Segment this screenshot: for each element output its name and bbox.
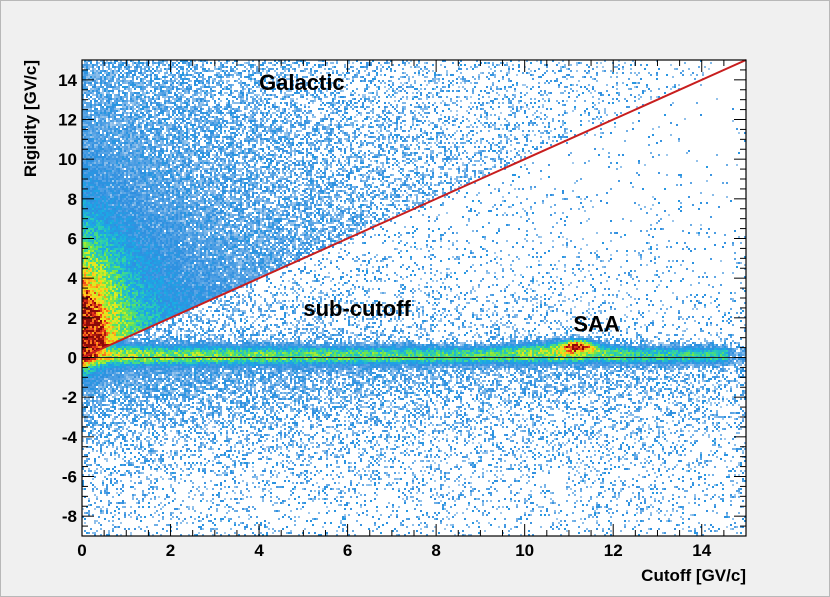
y-tick-label: 6 bbox=[68, 230, 77, 249]
heatmap-density bbox=[82, 60, 746, 536]
y-tick-label: 14 bbox=[58, 71, 77, 90]
cutoff-line bbox=[81, 59, 747, 359]
y-tick-label: -4 bbox=[62, 428, 78, 447]
y-axis: -8 -6 -4 -2 0 2 4 6 8 10 12 14 bbox=[58, 59, 746, 537]
y-tick-label: -2 bbox=[62, 388, 77, 407]
x-tick-label: 2 bbox=[166, 541, 175, 560]
x-tick-label: 12 bbox=[604, 541, 623, 560]
x-tick-label: 14 bbox=[692, 541, 711, 560]
y-tick-label: 0 bbox=[68, 349, 77, 368]
y-tick-label: 4 bbox=[68, 269, 78, 288]
y-tick-label: -8 bbox=[62, 507, 77, 526]
annotation-label: SAA bbox=[573, 312, 620, 337]
y-tick-label: 10 bbox=[58, 150, 77, 169]
x-axis-title: Cutoff [GV/c] bbox=[641, 566, 746, 585]
y-axis-title: Rigidity [GV/c] bbox=[21, 60, 40, 177]
annotation-label: Galactic bbox=[259, 70, 345, 95]
y-tick-label: 12 bbox=[58, 111, 77, 130]
x-tick-label: 8 bbox=[431, 541, 440, 560]
y-tick-label: 8 bbox=[68, 190, 77, 209]
annotation-label: sub-cutoff bbox=[303, 296, 411, 321]
cutoff-diagonal-line bbox=[81, 59, 747, 359]
x-tick-label: 10 bbox=[515, 541, 534, 560]
x-tick-label: 0 bbox=[77, 541, 86, 560]
y-tick-label: 2 bbox=[68, 309, 77, 328]
x-tick-label: 4 bbox=[254, 541, 264, 560]
region-annotations: Galactic sub-cutoff SAA bbox=[259, 70, 620, 337]
y-tick-label: -6 bbox=[62, 468, 77, 487]
x-tick-label: 6 bbox=[343, 541, 352, 560]
